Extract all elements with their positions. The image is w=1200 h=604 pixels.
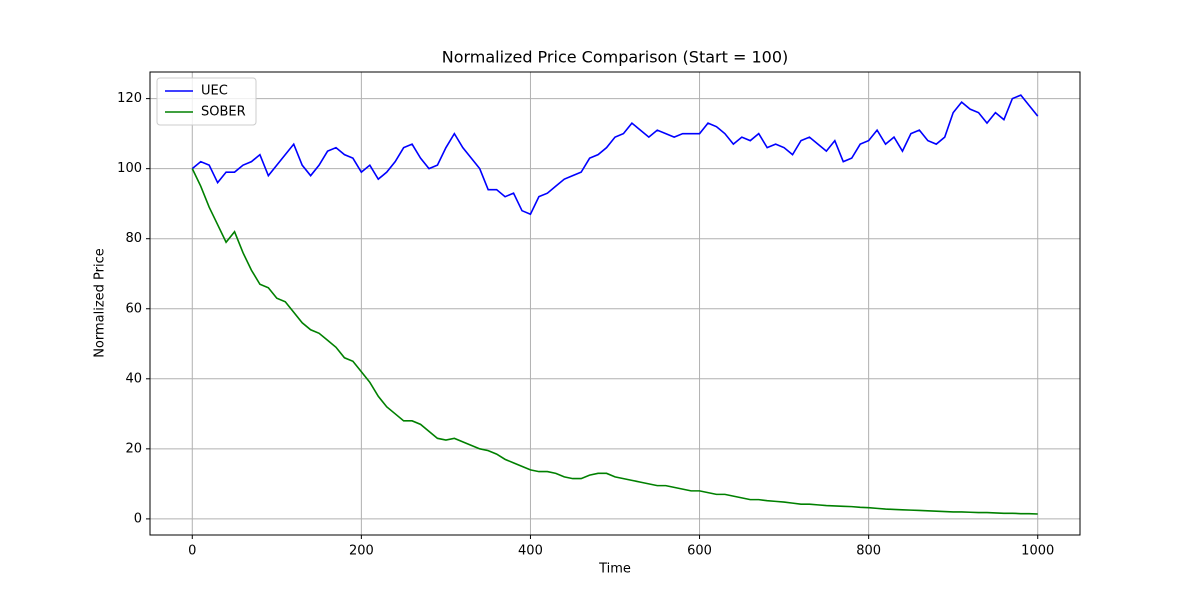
x-tick-label: 400 xyxy=(518,544,543,559)
y-tick-label: 80 xyxy=(125,231,142,246)
line-series xyxy=(191,168,1038,515)
x-tick-label: 0 xyxy=(188,544,196,559)
legend-box xyxy=(156,77,257,126)
plot-frame xyxy=(149,71,1081,536)
y-tick-label: 60 xyxy=(125,301,142,316)
y-axis-label: Normalized Price xyxy=(93,248,108,358)
legend-label: UEC xyxy=(201,84,228,99)
y-tick-label: 40 xyxy=(125,371,142,386)
y-tick-label: 20 xyxy=(125,441,142,456)
x-axis-label: Time xyxy=(598,562,631,577)
legend-label: SOBER xyxy=(201,105,246,120)
x-tick-label: 200 xyxy=(349,544,374,559)
x-tick-label: 600 xyxy=(687,544,712,559)
x-tick-label: 1000 xyxy=(1021,544,1054,559)
y-tick-label: 100 xyxy=(117,161,142,176)
y-tick-label: 0 xyxy=(134,511,142,526)
chart-title: Normalized Price Comparison (Start = 100… xyxy=(442,48,789,67)
x-tick-label: 800 xyxy=(856,544,881,559)
y-tick-label: 120 xyxy=(117,91,142,106)
line-series xyxy=(191,94,1039,216)
